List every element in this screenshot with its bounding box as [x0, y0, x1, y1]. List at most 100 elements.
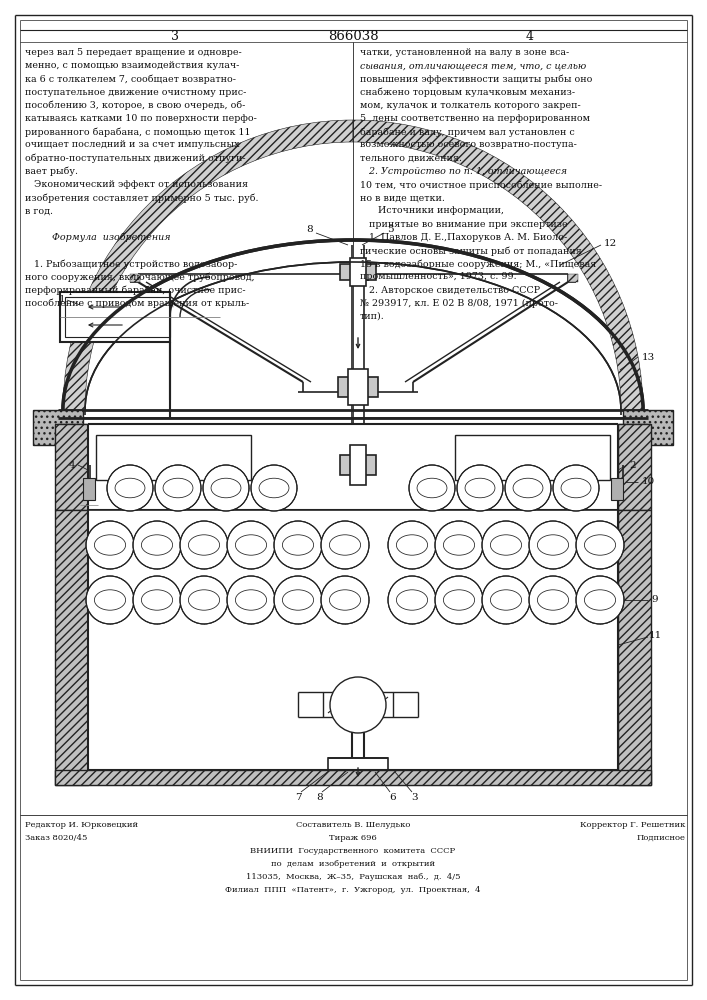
Circle shape	[321, 521, 369, 569]
Text: сывания, отличающееся тем, что, с целью: сывания, отличающееся тем, что, с целью	[360, 61, 586, 70]
Bar	[338, 377, 378, 397]
Text: ВНИИПИ  Государственного  комитета  СССР: ВНИИПИ Государственного комитета СССР	[250, 847, 455, 855]
Text: Корректор Г. Решетник: Корректор Г. Решетник	[580, 821, 685, 829]
Circle shape	[86, 521, 134, 569]
Text: № 293917, кл. Е 02 В 8/08, 1971 (прото-: № 293917, кл. Е 02 В 8/08, 1971 (прото-	[360, 299, 558, 308]
Text: по  делам  изобретений  и  открытий: по делам изобретений и открытий	[271, 860, 435, 868]
Circle shape	[482, 576, 530, 624]
Bar	[83, 478, 95, 500]
Text: мом, кулачок и толкатель которого закреп-: мом, кулачок и толкатель которого закреп…	[360, 101, 580, 110]
Text: но в виде щетки.: но в виде щетки.	[360, 193, 445, 202]
Bar	[96, 435, 251, 480]
Text: очищает последний и за счет импульсных: очищает последний и за счет импульсных	[25, 140, 240, 149]
Circle shape	[227, 521, 275, 569]
Circle shape	[155, 465, 201, 511]
Text: Подписное: Подписное	[636, 834, 685, 842]
Circle shape	[321, 576, 369, 624]
Bar	[55, 510, 88, 785]
Text: тельного движения.: тельного движения.	[360, 154, 462, 163]
Text: Редактор И. Юрковецкий: Редактор И. Юрковецкий	[25, 821, 138, 829]
Text: катываясь катками 10 по поверхности перфо-: катываясь катками 10 по поверхности перф…	[25, 114, 257, 123]
Text: возможностью осевого возвратно-поступа-: возможностью осевого возвратно-поступа-	[360, 140, 577, 149]
Text: 1. Павлов Д. Е.,Пахоруков А. М. Биоло-: 1. Павлов Д. Е.,Пахоруков А. М. Биоло-	[360, 233, 567, 242]
Text: рированного барабана, с помощью щеток 11: рированного барабана, с помощью щеток 11	[25, 127, 250, 137]
Circle shape	[576, 521, 624, 569]
Circle shape	[388, 521, 436, 569]
Circle shape	[529, 521, 577, 569]
Circle shape	[553, 465, 599, 511]
Circle shape	[576, 576, 624, 624]
Bar	[130, 274, 140, 282]
Wedge shape	[353, 120, 643, 410]
Bar	[455, 435, 610, 480]
Text: 2. Устройство по п. 1, отличающееся: 2. Устройство по п. 1, отличающееся	[360, 167, 567, 176]
Bar	[88, 510, 618, 785]
Text: 1: 1	[59, 296, 65, 304]
Text: принятые во внимание при экспертизе: принятые во внимание при экспертизе	[360, 220, 568, 229]
Text: Тираж 696: Тираж 696	[329, 834, 377, 842]
Circle shape	[330, 677, 386, 733]
Bar	[568, 274, 578, 282]
Text: 12: 12	[603, 238, 617, 247]
Circle shape	[180, 521, 228, 569]
Bar	[33, 410, 83, 445]
Bar	[60, 292, 170, 342]
Text: вает рыбу.: вает рыбу.	[25, 167, 78, 176]
Text: 6: 6	[390, 792, 397, 802]
Text: 5: 5	[387, 226, 393, 234]
Bar	[88, 424, 618, 510]
Text: 13: 13	[641, 353, 655, 361]
Text: Заказ 8020/45: Заказ 8020/45	[25, 834, 88, 842]
Circle shape	[274, 521, 322, 569]
Wedge shape	[63, 120, 353, 410]
Text: Составитель В. Шелудько: Составитель В. Шелудько	[296, 821, 410, 829]
Text: ка 6 с толкателем 7, сообщает возвратно-: ка 6 с толкателем 7, сообщает возвратно-	[25, 74, 236, 84]
Bar	[611, 478, 623, 500]
Circle shape	[227, 576, 275, 624]
Text: 3: 3	[411, 792, 419, 802]
Text: пособление с приводом вращения от крыль-: пособление с приводом вращения от крыль-	[25, 299, 250, 308]
Circle shape	[180, 576, 228, 624]
Text: снабжено торцовым кулачковым механиз-: снабжено торцовым кулачковым механиз-	[360, 88, 575, 97]
Text: 3: 3	[171, 29, 179, 42]
Text: 4: 4	[69, 460, 76, 470]
Text: 8: 8	[307, 226, 313, 234]
Bar	[618, 424, 651, 510]
Text: 11: 11	[648, 631, 662, 640]
Bar	[350, 445, 366, 485]
Text: менно, с помощью взаимодействия кулач-: менно, с помощью взаимодействия кулач-	[25, 61, 240, 70]
Text: гические основы защиты рыб от попадания: гические основы защиты рыб от попадания	[360, 246, 582, 255]
Circle shape	[409, 465, 455, 511]
Bar	[618, 510, 651, 785]
Bar	[55, 770, 651, 785]
Circle shape	[505, 465, 551, 511]
Text: 2. Авторское свидетельство СССР: 2. Авторское свидетельство СССР	[360, 286, 540, 295]
Circle shape	[251, 465, 297, 511]
Text: Формула  изобретения: Формула изобретения	[25, 233, 170, 242]
Text: Экономический эффект от использования: Экономический эффект от использования	[25, 180, 248, 189]
Text: 5  лены соответственно на перфорированном: 5 лены соответственно на перфорированном	[360, 114, 590, 123]
Bar	[350, 258, 366, 286]
Text: тип).: тип).	[360, 312, 385, 321]
Circle shape	[133, 576, 181, 624]
Text: перфорированный барабан, очистное прис-: перфорированный барабан, очистное прис-	[25, 286, 245, 295]
Text: Источники информации,: Источники информации,	[360, 206, 504, 215]
Bar	[618, 510, 651, 785]
Circle shape	[529, 576, 577, 624]
Bar	[55, 770, 651, 785]
Text: барабане и валу, причем вал установлен с: барабане и валу, причем вал установлен с	[360, 127, 575, 137]
Bar	[323, 692, 393, 717]
Text: повышения эффективности защиты рыбы оно: повышения эффективности защиты рыбы оно	[360, 74, 592, 84]
Circle shape	[435, 521, 483, 569]
Circle shape	[482, 521, 530, 569]
Text: в год.: в год.	[25, 206, 53, 215]
Bar	[65, 297, 170, 337]
Bar	[340, 264, 376, 280]
Text: 10: 10	[641, 478, 655, 487]
Text: обратно-поступательных движений отпуги-: обратно-поступательных движений отпуги-	[25, 154, 245, 163]
Bar	[55, 510, 88, 785]
Text: поступательное движение очистному прис-: поступательное движение очистному прис-	[25, 88, 246, 97]
Circle shape	[133, 521, 181, 569]
Text: промышленность», 1973, с. 99.: промышленность», 1973, с. 99.	[360, 272, 517, 281]
Text: 2: 2	[630, 460, 636, 470]
